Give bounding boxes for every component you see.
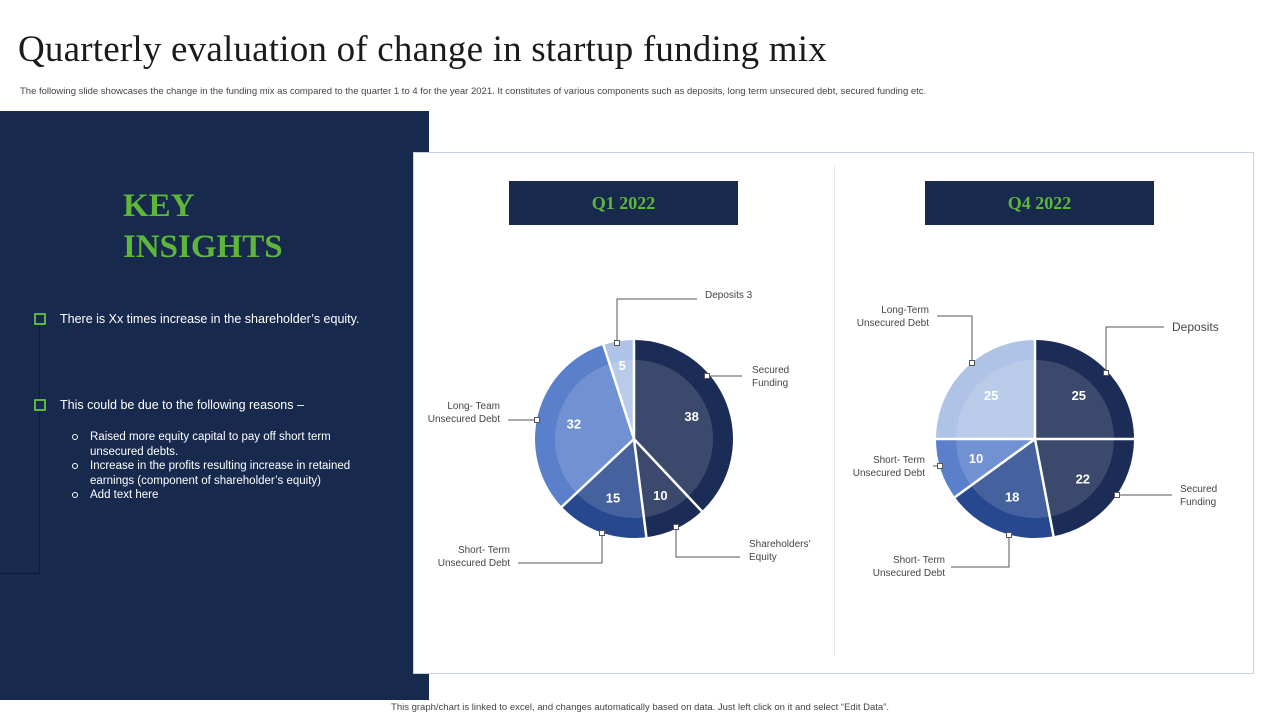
- callout-marker-icon: [1006, 532, 1012, 538]
- pie-slice-inner-short-term-unsecured-debt: [576, 439, 644, 519]
- q1-pie-chart: 38 10 15 32 5 Secured Funding Shareholders’ Equi…: [428, 290, 811, 569]
- pie-slice-separator: [560, 438, 635, 509]
- key-insights-heading-line1: KEY: [123, 188, 195, 224]
- callout-label: Short- Term Unsecured Debt: [873, 555, 945, 579]
- key-insights-panel: KEY INSIGHTS There is Xx times increase …: [0, 111, 429, 700]
- callout-marker-icon: [704, 373, 710, 379]
- pie-slice-secured-funding: [1035, 439, 1134, 537]
- callout-marker-icon: [534, 417, 540, 423]
- callout-label: Long- Team Unsecured Debt: [428, 401, 500, 425]
- pie-slice-inner-short-term-unsecured-debt: [956, 439, 1035, 486]
- chart-divider: [834, 166, 835, 656]
- pie-slice-separator: [602, 343, 636, 440]
- insight-bullet-2: This could be due to the following reaso…: [60, 398, 304, 412]
- pie-slice-long-team-unsecured-debt: [535, 344, 634, 507]
- pie-slice-separator: [632, 438, 648, 538]
- insight-bullet-1: There is Xx times increase in the shareh…: [60, 312, 360, 326]
- q1-chart-header: Q1 2022: [509, 181, 738, 225]
- callout-line: [518, 533, 603, 564]
- pie-value-label: 5: [619, 358, 626, 373]
- page-title: Quarterly evaluation of change in startu…: [18, 29, 827, 70]
- callout-marker-icon: [614, 340, 620, 346]
- connector-line-horizontal: [0, 573, 40, 574]
- pie-slice-short-term-unsecured-debt: [936, 439, 1035, 498]
- pie-value-label: 38: [684, 409, 698, 424]
- q4-chart-header: Q4 2022: [925, 181, 1154, 225]
- pie-slice-short-term-unsecured-debt: [954, 439, 1054, 539]
- callout-line: [616, 298, 697, 343]
- pie-value-label: 15: [606, 490, 620, 505]
- page-subtitle: The following slide showcases the change…: [20, 86, 927, 97]
- pie-slice-inner-long-term-unsecured-debt: [956, 360, 1035, 439]
- pie-value-label: 10: [969, 451, 983, 466]
- callout-marker-icon: [599, 530, 605, 536]
- pie-value-label: 10: [653, 488, 667, 503]
- pie-value-label: 22: [1076, 472, 1090, 487]
- sub-bullet-2: Increase in the profits resulting increa…: [70, 459, 370, 488]
- insight-sub-bullets: Raised more equity capital to pay off sh…: [70, 430, 370, 503]
- pie-slice-separator: [953, 437, 1036, 499]
- callout-label: Deposits 3: [705, 290, 753, 301]
- connector-line: [39, 319, 40, 573]
- callout-label: Secured Funding: [752, 365, 789, 389]
- pie-slice-separator: [633, 438, 704, 513]
- pie-value-label: 18: [1005, 490, 1019, 505]
- pie-slice-deposits: [1035, 340, 1134, 439]
- callout-label: Long-Term Unsecured Debt: [857, 305, 929, 329]
- pie-value-label: 25: [984, 388, 998, 403]
- callout-label: Deposits: [1172, 320, 1219, 334]
- pie-value-label: 32: [567, 417, 581, 432]
- callout-marker-icon: [673, 524, 679, 530]
- bullet-marker-icon: [34, 399, 46, 411]
- callout-marker-icon: [969, 360, 975, 366]
- callout-line: [937, 315, 973, 363]
- callout-marker-icon: [937, 463, 943, 469]
- pie-slice-inner-deposits: [1035, 360, 1114, 439]
- pie-slice-inner-secured-funding: [634, 360, 714, 497]
- sub-bullet-1: Raised more equity capital to pay off sh…: [70, 430, 370, 459]
- pie-slice-inner-shareholders-equity: [634, 439, 689, 518]
- pie-value-label: 25: [1072, 388, 1086, 403]
- callout-line: [951, 535, 1010, 568]
- pie-slice-shareholders-equity: [634, 439, 702, 538]
- bullet-marker-icon: [34, 313, 46, 325]
- pie-slice-inner-secured-funding: [1035, 439, 1114, 517]
- callout-label: Short- Term Unsecured Debt: [853, 455, 925, 479]
- callout-line: [1105, 326, 1164, 373]
- footer-note: This graph/chart is linked to excel, and…: [391, 702, 889, 713]
- callout-label: Shareholders’ Equity: [749, 539, 811, 563]
- pie-slice-short-term-unsecured-debt: [561, 439, 647, 539]
- sub-bullet-3: Add text here: [70, 488, 370, 503]
- key-insights-heading-line2: INSIGHTS: [123, 229, 283, 265]
- callout-marker-icon: [1103, 370, 1109, 376]
- pie-slice-separator: [1033, 438, 1055, 537]
- pie-slice-inner-long-team-unsecured-debt: [555, 363, 634, 494]
- callout-line: [675, 527, 740, 558]
- pie-slice-secured-funding: [634, 340, 734, 512]
- callout-label: Short- Term Unsecured Debt: [438, 545, 510, 569]
- q4-pie-chart: 25 22 18 10 25 Deposits Secured Funding Short- T…: [853, 305, 1219, 579]
- callout-marker-icon: [1114, 492, 1120, 498]
- pie-slice-long-term-unsecured-debt: [936, 340, 1035, 439]
- callout-label: Secured Funding: [1180, 484, 1217, 508]
- pie-slice-inner-short-term-unsecured-debt: [971, 439, 1050, 518]
- key-insights-heading: KEY INSIGHTS: [123, 186, 283, 268]
